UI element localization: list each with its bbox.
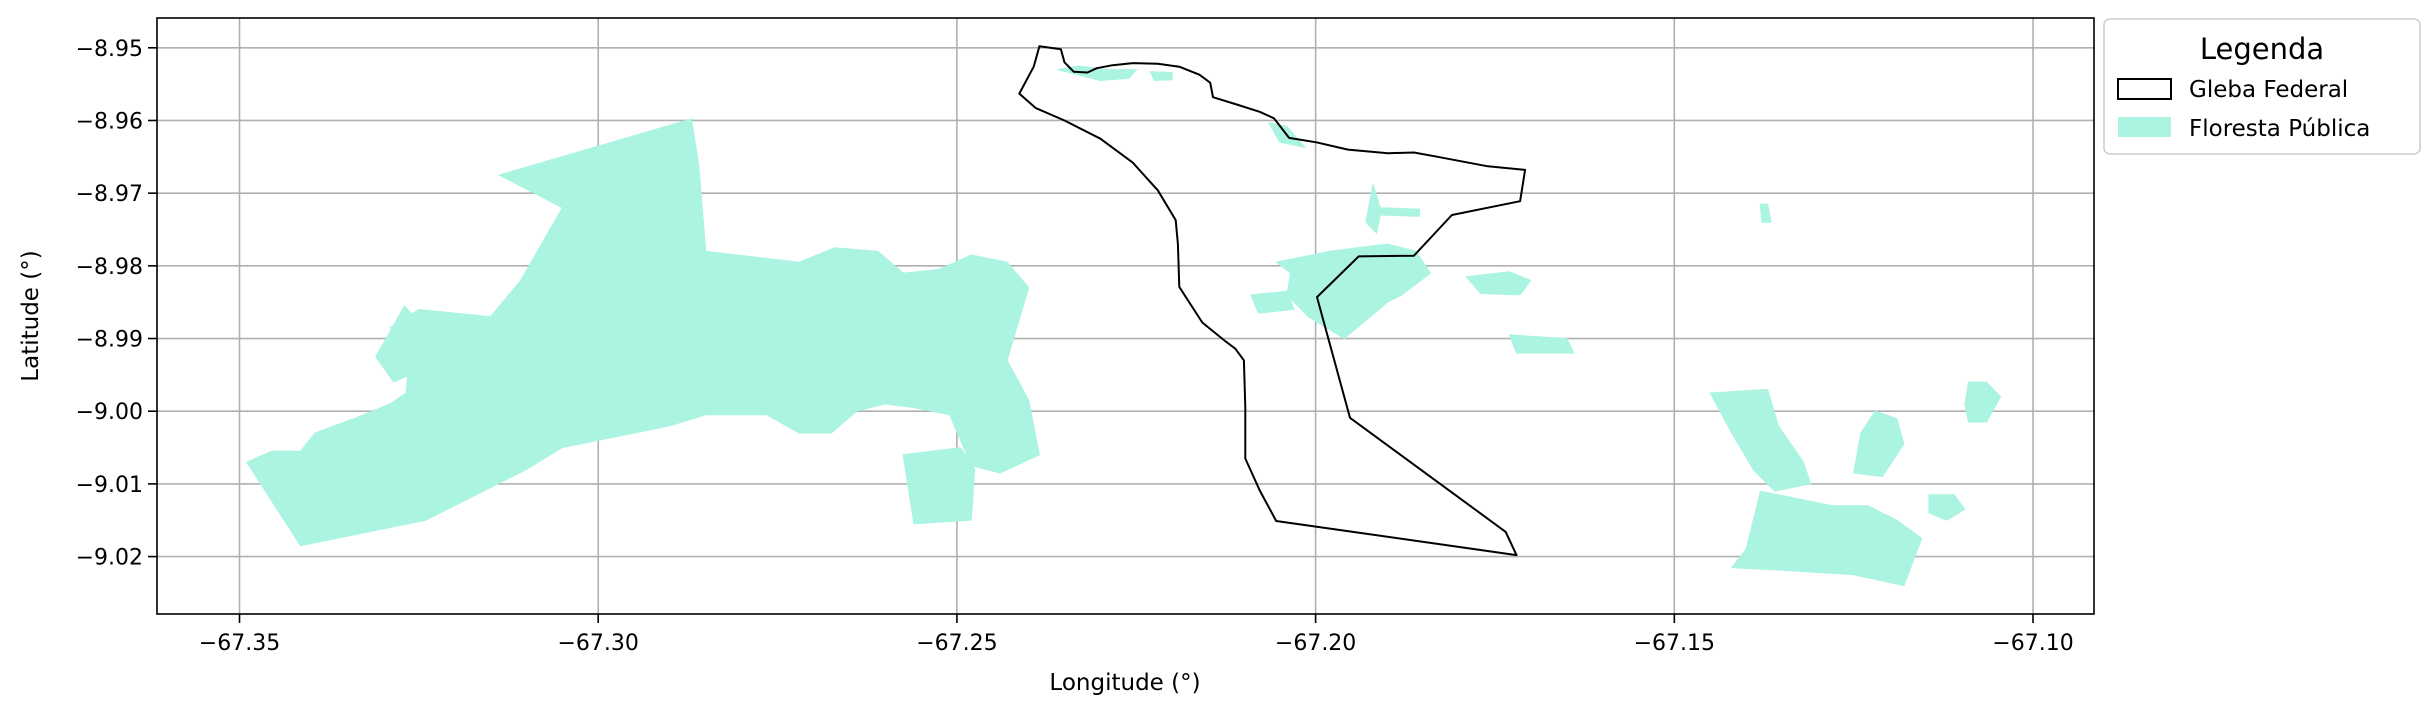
y-tick-label: −9.00 (76, 400, 143, 425)
floresta-publica-patch (1508, 334, 1575, 354)
x-axis-label: Longitude (°) (1049, 670, 1200, 696)
floresta-publica-layer (245, 65, 2002, 587)
y-axis-label: Latitude (°) (18, 250, 44, 381)
legend: Legenda Gleba Federal Floresta Pública (2103, 18, 2421, 155)
x-tick-label: −67.35 (199, 631, 280, 656)
floresta-publica-patch (1759, 203, 1772, 223)
floresta-publica-patch (902, 447, 976, 525)
y-tick-label: −8.97 (76, 182, 143, 207)
plot-frame (156, 17, 2095, 615)
floresta-publica-patch (375, 304, 434, 383)
gleba-federal-boundary (1018, 45, 1527, 557)
floresta-publica-patch (1057, 65, 1138, 82)
x-tick-label: −67.15 (1634, 631, 1715, 656)
x-tick-label: −67.20 (1275, 631, 1356, 656)
legend-swatch-gleba-federal (2117, 78, 2172, 100)
floresta-publica-patch (1709, 388, 1812, 492)
x-axis-ticks: −67.35 −67.30 −67.25 −67.20 −67.15 −67.10 (199, 614, 2074, 656)
legend-label-floresta-publica: Floresta Pública (2189, 116, 2370, 142)
y-tick-label: −8.98 (76, 255, 143, 280)
y-tick-label: −8.99 (76, 328, 143, 353)
y-tick-label: −9.02 (76, 546, 143, 571)
x-tick-label: −67.30 (557, 631, 638, 656)
floresta-publica-patch (1853, 410, 1905, 478)
x-tick-label: −67.10 (1992, 631, 2073, 656)
legend-label-gleba-federal: Gleba Federal (2189, 77, 2348, 103)
y-tick-label: −8.95 (76, 37, 143, 62)
y-tick-label: −9.01 (76, 473, 143, 498)
legend-title: Legenda (2200, 32, 2324, 66)
y-tick-label: −8.96 (76, 109, 143, 134)
floresta-publica-patch (1465, 271, 1532, 296)
legend-frame (2103, 18, 2421, 155)
floresta-publica-patch (245, 118, 1040, 547)
floresta-publica-patch (1964, 381, 2002, 423)
x-tick-label: −67.25 (916, 631, 997, 656)
floresta-publica-patch (1365, 184, 1421, 235)
legend-swatch-floresta-publica (2118, 117, 2171, 137)
gleba-federal-layer (1018, 45, 1527, 557)
floresta-publica-patch (1149, 71, 1173, 82)
y-axis-ticks: −8.95 −8.96 −8.97 −8.98 −8.99 −9.00 −9.01 −9.02 (76, 37, 157, 571)
floresta-publica-patch (1730, 490, 1923, 587)
floresta-publica-patch (1250, 290, 1295, 314)
floresta-publica-patch (1928, 494, 1966, 521)
